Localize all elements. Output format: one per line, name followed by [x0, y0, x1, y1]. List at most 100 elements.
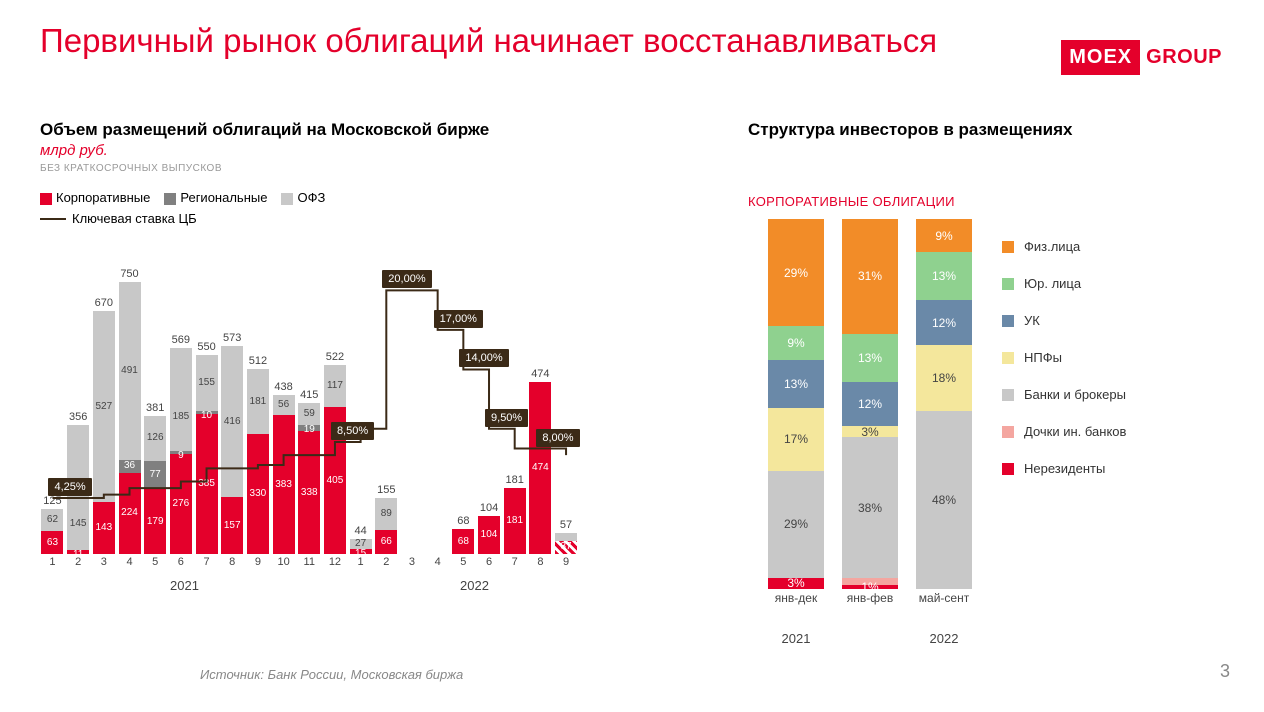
left-chart-note: БЕЗ КРАТКОСРОЧНЫХ ВЫПУСКОВ: [40, 163, 600, 174]
stack-column: 3%29%17%13%9%29%янв-дек: [768, 219, 824, 589]
year-label-2022: 2022: [460, 578, 489, 593]
left-chart-subtitle: млрд руб.: [40, 142, 600, 159]
source-text: Источник: Банк России, Московская биржа: [200, 667, 463, 682]
legend-item: УК: [1002, 313, 1126, 328]
stacked-area: 3%29%17%13%9%29%янв-дек1%38%3%12%13%31%я…: [748, 219, 1228, 629]
stack-segment: 29%: [768, 471, 824, 578]
stack-segment: 48%: [916, 411, 972, 589]
legend-swatch: [1002, 389, 1014, 401]
x-tick: 3: [401, 556, 423, 568]
logo-box: MOEX: [1061, 40, 1140, 75]
legend-label: Нерезиденты: [1024, 461, 1105, 476]
logo-text: GROUP: [1146, 46, 1222, 69]
stack-segment: 18%: [916, 345, 972, 412]
x-tick: 1: [41, 556, 63, 568]
legend-swatch: [1002, 426, 1014, 438]
rate-label: 20,00%: [382, 270, 431, 288]
x-tick: 1: [350, 556, 372, 568]
left-chart-title: Объем размещений облигаций на Московской…: [40, 120, 600, 140]
legend-item: Дочки ин. банков: [1002, 424, 1126, 439]
stack-years: 2021 2022: [768, 631, 1228, 646]
x-tick: 6: [478, 556, 500, 568]
stack-segment: 31%: [842, 219, 898, 334]
stack-segment: 17%: [768, 408, 824, 471]
x-tick: 11: [298, 556, 320, 568]
x-tick: 5: [144, 556, 166, 568]
legend-swatch: [1002, 241, 1014, 253]
stack-x-label: янв-дек: [768, 591, 824, 605]
x-tick: 8: [221, 556, 243, 568]
rate-label: 14,00%: [459, 349, 508, 367]
legend-label: Дочки ин. банков: [1024, 424, 1126, 439]
legend-label: Банки и брокеры: [1024, 387, 1126, 402]
legend-swatch: [1002, 278, 1014, 290]
legend-label: УК: [1024, 313, 1040, 328]
x-tick: 9: [555, 556, 577, 568]
stack-segment: 13%: [916, 252, 972, 300]
stack-segment: 3%: [768, 578, 824, 589]
page-number: 3: [1220, 661, 1230, 682]
x-tick: 10: [273, 556, 295, 568]
x-tick: 4: [427, 556, 449, 568]
x-tick: 8: [529, 556, 551, 568]
legend-reg: Региональные: [180, 190, 267, 205]
right-chart: Структура инвесторов в размещениях КОРПО…: [748, 120, 1228, 646]
swatch-ofz: [281, 193, 293, 205]
stack-segment: 1%: [842, 585, 898, 589]
legend-label: НПФы: [1024, 350, 1062, 365]
rate-line-swatch: [40, 218, 66, 220]
rate-label: 8,00%: [536, 429, 579, 447]
slide-title: Первичный рынок облигаций начинает восст…: [40, 22, 937, 60]
stack-segment: 29%: [768, 219, 824, 326]
left-legend: Корпоративные Региональные ОФЗ: [40, 190, 600, 205]
legend-rate: Ключевая ставка ЦБ: [40, 211, 600, 226]
rate-label: 17,00%: [434, 310, 483, 328]
legend-item: НПФы: [1002, 350, 1126, 365]
x-tick: 12: [324, 556, 346, 568]
stack-year-label: 2021: [768, 631, 824, 646]
stack-segment: 12%: [916, 300, 972, 344]
legend-item: Банки и брокеры: [1002, 387, 1126, 402]
legend-corp: Корпоративные: [56, 190, 150, 205]
legend-item: Нерезиденты: [1002, 461, 1126, 476]
year-label-2021: 2021: [170, 578, 199, 593]
x-tick: 4: [119, 556, 141, 568]
logo: MOEX GROUP: [1061, 40, 1222, 75]
stack-segment: 9%: [768, 326, 824, 359]
legend-swatch: [1002, 315, 1014, 327]
x-tick: 3: [93, 556, 115, 568]
legend-item: Физ.лица: [1002, 239, 1126, 254]
right-legend: Физ.лица Юр. лица УК НПФы Банки и брокеры Доч…: [1002, 239, 1126, 629]
stack-column: 1%38%3%12%13%31%янв-фев: [842, 219, 898, 589]
legend-rate-label: Ключевая ставка ЦБ: [72, 211, 197, 226]
legend-item: Юр. лица: [1002, 276, 1126, 291]
legend-label: Юр. лица: [1024, 276, 1081, 291]
stack-x-label: янв-фев: [842, 591, 898, 605]
x-tick: 7: [196, 556, 218, 568]
rate-label: 9,50%: [485, 409, 528, 427]
swatch-reg: [164, 193, 176, 205]
swatch-corp: [40, 193, 52, 205]
rate-label: 4,25%: [48, 478, 91, 496]
bar-chart-area: 6362125111453561435276702243649175017977…: [40, 234, 580, 594]
x-tick: 6: [170, 556, 192, 568]
legend-swatch: [1002, 463, 1014, 475]
stack-segment: 12%: [842, 382, 898, 426]
right-chart-title: Структура инвесторов в размещениях: [748, 120, 1228, 140]
stack-segment: 9%: [916, 219, 972, 252]
stack-column: 48%18%12%13%9%май-сент: [916, 219, 972, 589]
x-tick: 2: [375, 556, 397, 568]
rate-label: 8,50%: [331, 422, 374, 440]
stack-segment: 13%: [768, 360, 824, 408]
legend-label: Физ.лица: [1024, 239, 1080, 254]
right-chart-subtitle: КОРПОРАТИВНЫЕ ОБЛИГАЦИИ: [748, 194, 1228, 209]
stack-segment: 13%: [842, 334, 898, 382]
x-tick: 7: [504, 556, 526, 568]
stack-year-label: 2022: [879, 631, 1009, 646]
stack-x-label: май-сент: [916, 591, 972, 605]
legend-ofz: ОФЗ: [297, 190, 325, 205]
stack-segment: 38%: [842, 437, 898, 578]
x-tick: 2: [67, 556, 89, 568]
stack-segment: 3%: [842, 426, 898, 437]
left-chart: Объем размещений облигаций на Московской…: [40, 120, 600, 594]
